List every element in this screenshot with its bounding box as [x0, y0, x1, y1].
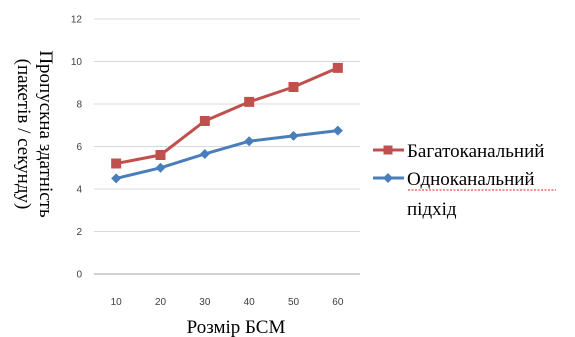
- series-line-0: [114, 66, 340, 165]
- x-tick-label-30: 30: [199, 297, 211, 308]
- series-1: [111, 125, 343, 184]
- data-point-0-0: [111, 158, 122, 169]
- y-axis-title: Пропускна здатність (пакетів / секунду): [13, 50, 56, 218]
- data-point-0-5: [332, 62, 343, 73]
- legend: Багатоканальний Одноканальний підхід: [373, 141, 556, 220]
- data-point-1-5: [332, 125, 343, 136]
- data-point-0-4: [288, 82, 299, 92]
- data-point-1-0: [111, 173, 122, 184]
- x-tick-label-10: 10: [111, 297, 123, 308]
- y-tick-label-6: 6: [76, 142, 82, 153]
- x-tick-label-60: 60: [332, 297, 344, 308]
- legend-marker-multichannel: [383, 145, 393, 155]
- y-tick-label-8: 8: [76, 100, 82, 111]
- y-tick-label-12: 12: [71, 15, 83, 26]
- legend-label-single-channel-line-2: підхід: [407, 199, 457, 220]
- x-tick-label-20: 20: [155, 297, 167, 308]
- legend-entry-multichannel: Багатоканальний: [373, 141, 544, 162]
- y-tick-label-0: 0: [76, 270, 82, 281]
- series-lines: [111, 62, 343, 184]
- y-axis-title-line-1: Пропускна здатність: [35, 50, 56, 218]
- data-point-0-2: [199, 116, 210, 126]
- data-point-1-2: [199, 148, 210, 159]
- y-tick-label-4: 4: [76, 185, 82, 196]
- legend-marker-single-channel: [383, 173, 393, 183]
- y-tick-label-10: 10: [71, 57, 83, 68]
- data-point-1-1: [155, 162, 166, 173]
- legend-label-single-channel-line-1: Одноканальний: [407, 169, 535, 190]
- y-tick-label-2: 2: [76, 227, 82, 238]
- series-0: [111, 62, 343, 169]
- data-point-1-3: [244, 136, 255, 147]
- data-point-1-4: [288, 130, 299, 141]
- gridlines: [94, 18, 360, 232]
- y-tick-labels: 0 2 4 6 8 10 12: [71, 15, 83, 281]
- legend-label-multichannel: Багатоканальний: [407, 141, 544, 162]
- x-tick-label-50: 50: [288, 297, 300, 308]
- x-axis-title: Розмір БСМ: [187, 317, 286, 337]
- x-tick-label-40: 40: [244, 297, 256, 308]
- y-axis-title-line-2: (пакетів / секунду): [13, 59, 34, 210]
- data-point-0-3: [244, 96, 255, 107]
- series-line-1: [114, 129, 340, 180]
- legend-entry-single-channel: Одноканальний підхід: [373, 169, 556, 220]
- x-tick-labels: 10 20 30 40 50 60: [111, 297, 344, 308]
- data-point-0-1: [155, 150, 166, 160]
